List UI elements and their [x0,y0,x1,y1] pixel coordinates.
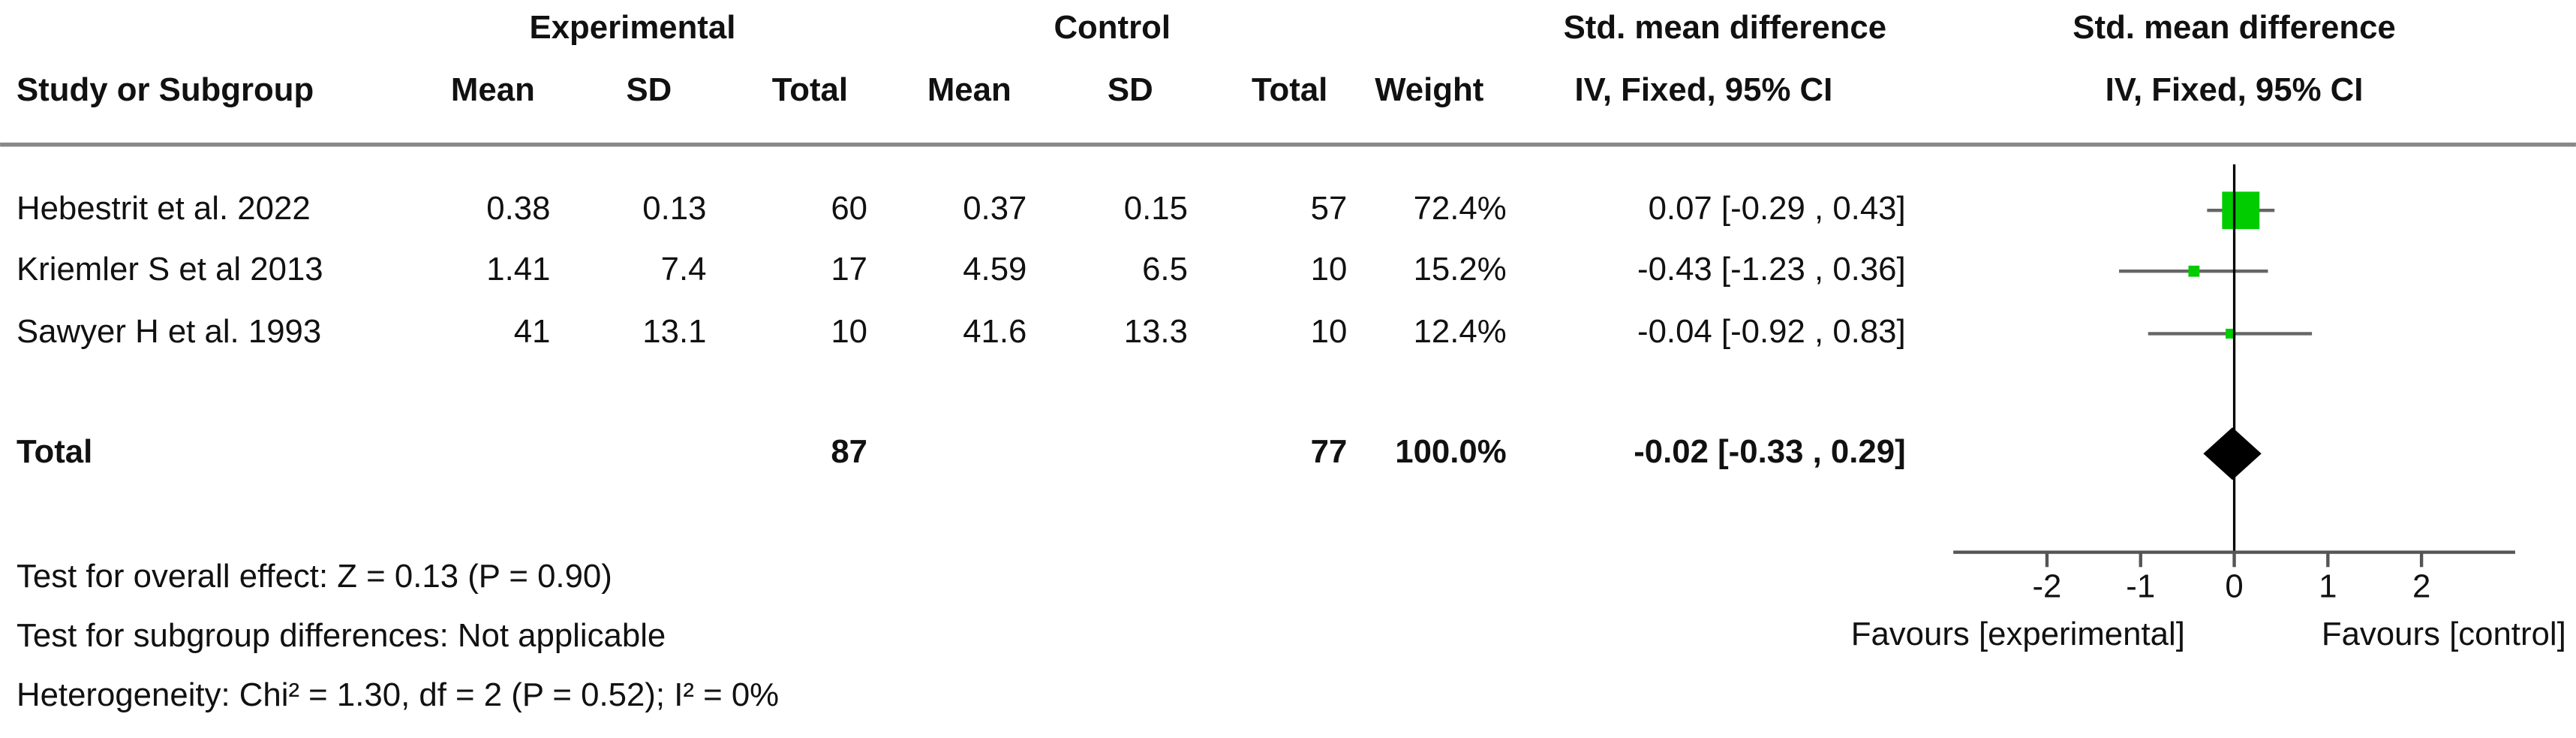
cell: 17 [831,251,867,288]
cell: 0.15 [1124,190,1188,227]
x-tick-label: -2 [2033,568,2062,604]
cell: 6.5 [1142,251,1188,288]
cell: 10 [831,313,867,350]
total-label: Total [17,433,92,470]
footnote: Test for overall effect: Z = 0.13 (P = 0… [17,558,612,595]
effect-square [2226,328,2236,339]
column-header: Total [1252,71,1327,108]
column-header: SD [1108,71,1153,108]
cell: 4.59 [963,251,1026,288]
cell: 57 [1311,190,1348,227]
effect-square [2222,191,2260,230]
weight: 12.4% [1414,313,1507,350]
effect-ci: -0.43 [-1.23 , 0.36] [1637,251,1906,288]
study-name: Kriemler S et al 2013 [17,251,323,288]
x-label-left: Favours [experimental] [1851,616,2185,652]
cell: 10 [1311,313,1348,350]
weight: 72.4% [1414,190,1507,227]
x-tick-label: 0 [2225,568,2243,604]
x-tick-label: 1 [2319,568,2337,604]
cell: 1.41 [486,251,550,288]
study-name: Sawyer H et al. 1993 [17,313,321,350]
cell: 7.4 [661,251,707,288]
column-header: SD [626,71,672,108]
cell: 13.3 [1124,313,1188,350]
footnote: Test for subgroup differences: Not appli… [17,617,666,654]
cell: 10 [1311,251,1348,288]
effect-square [2188,265,2200,277]
x-label-right: Favours [control] [2322,616,2566,652]
column-header: Mean [927,71,1011,108]
total-weight: 100.0% [1395,433,1506,470]
cell: 0.13 [642,190,706,227]
cell: 41 [514,313,551,350]
effect-ci: -0.04 [-0.92 , 0.83] [1637,313,1906,350]
x-tick-label: 2 [2412,568,2430,604]
plot-header: Std. mean difference [2073,9,2395,46]
effect-ci: 0.07 [-0.29 , 0.43] [1649,190,1906,227]
effect-header: Std. mean difference [1564,9,1886,46]
cell: 60 [831,190,867,227]
study-name: Hebestrit et al. 2022 [17,190,311,227]
column-header: Mean [451,71,535,108]
column-header: Study or Subgroup [17,71,314,108]
group-header: Control [1054,9,1171,46]
x-tick-label: -1 [2126,568,2155,604]
cell: 0.38 [486,190,550,227]
total-cell: 87 [831,433,867,470]
total-cell: 77 [1311,433,1348,470]
total-effect: -0.02 [-0.33 , 0.29] [1634,433,1905,470]
column-header: Weight [1375,71,1483,108]
cell: 0.37 [963,190,1026,227]
footnote: Heterogeneity: Chi² = 1.30, df = 2 (P = … [17,676,779,713]
total-diamond [2203,427,2262,480]
effect-header: IV, Fixed, 95% CI [1574,71,1832,108]
column-header: Total [772,71,848,108]
weight: 15.2% [1414,251,1507,288]
cell: 41.6 [963,313,1026,350]
plot-header: IV, Fixed, 95% CI [2106,71,2364,108]
cell: 13.1 [642,313,706,350]
group-header: Experimental [530,9,736,46]
